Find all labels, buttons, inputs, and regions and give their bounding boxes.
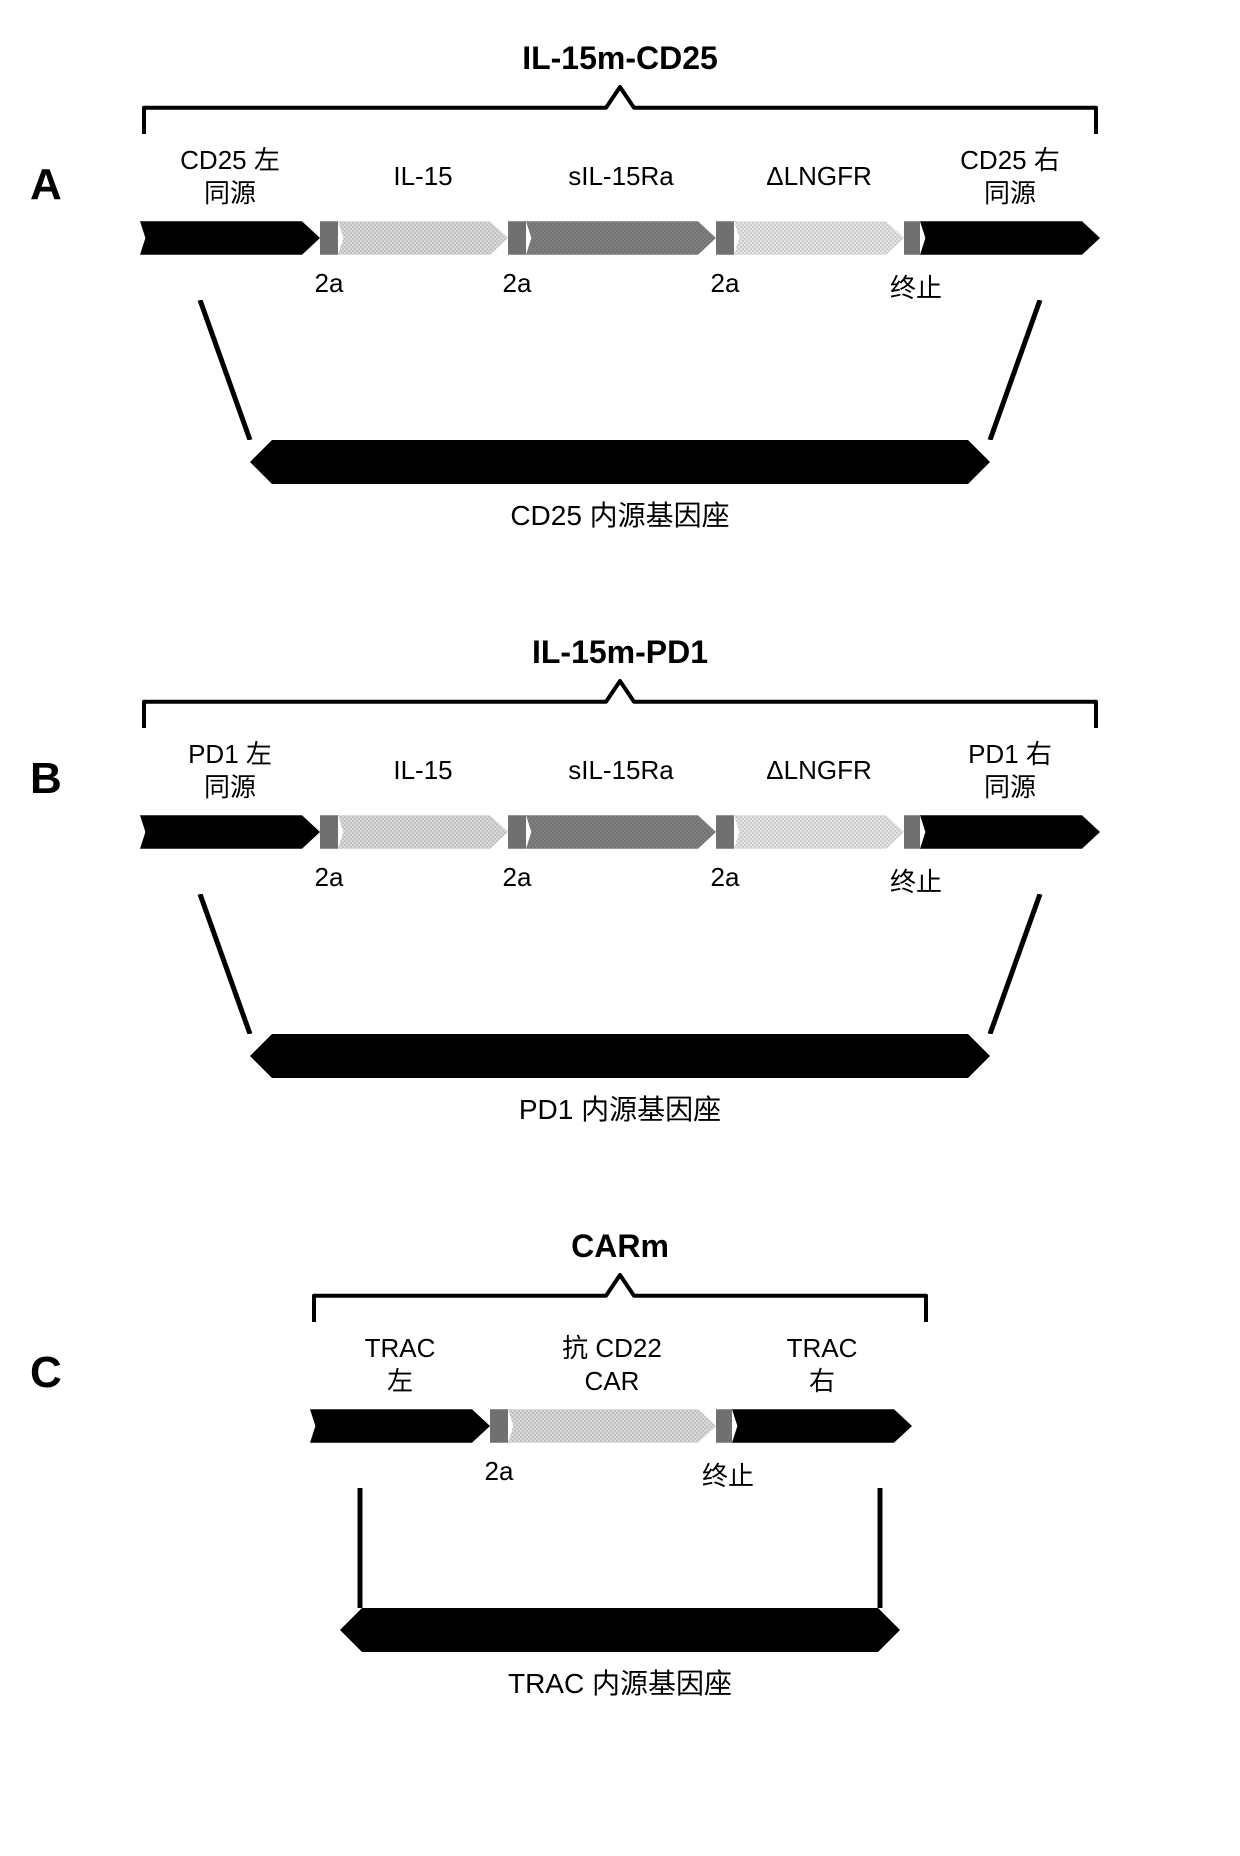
arrow-spacer-2a-2 bbox=[508, 221, 526, 255]
arrow-il15 bbox=[338, 221, 508, 255]
panel-label-c: C bbox=[30, 1348, 62, 1398]
panel-title-c: CARm bbox=[310, 1228, 930, 1265]
panel-b: BIL-15m-PD1 PD1 左同源IL-15sIL-15RaΔLNGFRPD… bbox=[20, 634, 1220, 1128]
arrow-left-homology bbox=[310, 1409, 490, 1443]
sub-label-1: 2a bbox=[482, 862, 552, 893]
arrow-label-2: sIL-15Ra bbox=[526, 754, 716, 787]
construct-row-c: TRAC左抗 CD22CARTRAC右2a终止 bbox=[310, 1402, 930, 1450]
arrow-spacer-2a-1 bbox=[320, 221, 338, 255]
arrow-stop bbox=[904, 221, 920, 255]
locus-caption-b: PD1 内源基因座 bbox=[20, 1088, 1220, 1128]
arrow-sil15ra bbox=[526, 815, 716, 849]
arrow-label-1: IL-15 bbox=[338, 754, 508, 787]
panel-title-a: IL-15m-CD25 bbox=[140, 40, 1100, 77]
arrow-label-4: PD1 右同源 bbox=[920, 738, 1100, 803]
arrow-spacer-2a-1 bbox=[490, 1409, 508, 1443]
arrow-right-homology bbox=[920, 815, 1100, 849]
panel-title-b: IL-15m-PD1 bbox=[140, 634, 1100, 671]
sub-label-0: 2a bbox=[464, 1456, 534, 1487]
sub-label-3: 终止 bbox=[876, 862, 956, 899]
panel-c: CCARm TRAC左抗 CD22CARTRAC右2a终止 TRAC 内源基因座 bbox=[20, 1228, 1220, 1702]
arrow-dlngfr bbox=[734, 815, 904, 849]
brace-c bbox=[310, 1271, 930, 1326]
locus-c bbox=[340, 1608, 900, 1652]
locus-caption-c: TRAC 内源基因座 bbox=[20, 1662, 1220, 1702]
locus-a bbox=[250, 440, 990, 484]
arrow-left-homology bbox=[140, 815, 320, 849]
arrow-label-0: CD25 左同源 bbox=[140, 144, 320, 209]
sub-label-3: 终止 bbox=[876, 268, 956, 305]
hr-lines-c bbox=[310, 1488, 930, 1608]
arrow-label-1: 抗 CD22CAR bbox=[508, 1332, 716, 1397]
brace-b bbox=[140, 677, 1100, 732]
arrow-spacer-2a-1 bbox=[320, 815, 338, 849]
construct-row-b: PD1 左同源IL-15sIL-15RaΔLNGFRPD1 右同源2a2a2a终… bbox=[140, 808, 1100, 856]
arrow-label-4: CD25 右同源 bbox=[920, 144, 1100, 209]
arrow-car bbox=[508, 1409, 716, 1443]
arrow-stop bbox=[716, 1409, 732, 1443]
sub-label-0: 2a bbox=[294, 268, 364, 299]
panel-a: AIL-15m-CD25 CD25 左同源IL-15sIL-15RaΔLNGFR… bbox=[20, 40, 1220, 534]
arrow-label-0: PD1 左同源 bbox=[140, 738, 320, 803]
arrow-il15 bbox=[338, 815, 508, 849]
brace-a bbox=[140, 83, 1100, 138]
sub-label-2: 2a bbox=[690, 268, 760, 299]
sub-label-1: 终止 bbox=[688, 1456, 768, 1493]
arrow-spacer-2a-2 bbox=[508, 815, 526, 849]
sub-label-1: 2a bbox=[482, 268, 552, 299]
arrow-label-3: ΔLNGFR bbox=[734, 754, 904, 787]
locus-caption-a: CD25 内源基因座 bbox=[20, 494, 1220, 534]
sub-label-0: 2a bbox=[294, 862, 364, 893]
sub-label-2: 2a bbox=[690, 862, 760, 893]
hr-lines-b bbox=[140, 894, 1100, 1034]
arrow-spacer-2a-3 bbox=[716, 815, 734, 849]
arrow-right-homology bbox=[920, 221, 1100, 255]
arrow-stop bbox=[904, 815, 920, 849]
arrow-dlngfr bbox=[734, 221, 904, 255]
panel-label-a: A bbox=[30, 160, 62, 210]
arrow-label-3: ΔLNGFR bbox=[734, 160, 904, 193]
panel-label-b: B bbox=[30, 754, 62, 804]
arrow-sil15ra bbox=[526, 221, 716, 255]
construct-row-a: CD25 左同源IL-15sIL-15RaΔLNGFRCD25 右同源2a2a2… bbox=[140, 214, 1100, 262]
arrow-spacer-2a-3 bbox=[716, 221, 734, 255]
arrow-label-0: TRAC左 bbox=[310, 1332, 490, 1397]
arrow-label-2: sIL-15Ra bbox=[526, 160, 716, 193]
arrow-right-homology bbox=[732, 1409, 912, 1443]
locus-b bbox=[250, 1034, 990, 1078]
arrow-label-1: IL-15 bbox=[338, 160, 508, 193]
arrow-label-2: TRAC右 bbox=[732, 1332, 912, 1397]
hr-lines-a bbox=[140, 300, 1100, 440]
arrow-left-homology bbox=[140, 221, 320, 255]
